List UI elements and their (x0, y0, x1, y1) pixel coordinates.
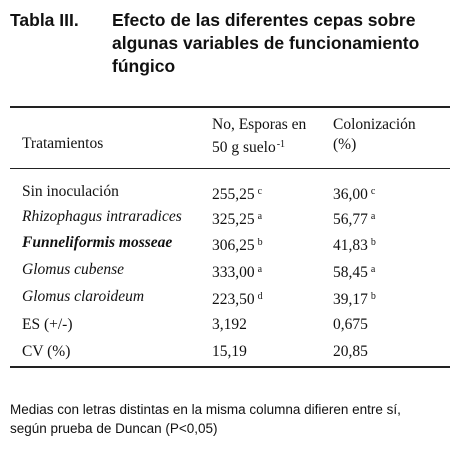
treatment: Glomus claroideum (22, 288, 145, 305)
bottom-rule (10, 366, 450, 368)
header-line: (%) (333, 136, 357, 153)
esporas-value: 306,25 (212, 237, 255, 254)
colonizacion-cell: 41,83 b (333, 233, 376, 256)
column-header: Colonización (%) (333, 115, 416, 155)
title-line: fúngico (112, 56, 176, 76)
esporas-cell: 3,192 (212, 315, 247, 335)
esporas-cell: 15,19 (212, 342, 247, 362)
title-line: Efecto de las diferentes cepas sobre (112, 10, 416, 30)
treatment: CV (%) (22, 343, 71, 360)
treatment: Sin inoculación (22, 183, 119, 200)
significance-letter: c (257, 186, 263, 197)
significance-letter: d (257, 291, 263, 302)
table-title: Efecto de las diferentes cepas sobre algu… (112, 9, 419, 78)
esporas-value: 15,19 (212, 343, 247, 360)
column-header: Tratamientos (22, 134, 103, 154)
colonizacion-value: 20,85 (333, 343, 368, 360)
header-line: Tratamientos (22, 135, 104, 152)
significance-letter: b (370, 291, 376, 302)
treatment: ES (+/-) (22, 316, 73, 333)
footnote-line: Medias con letras distintas en la misma … (10, 402, 401, 417)
table-label: Tabla III. (10, 10, 79, 30)
esporas-cell: 306,25 b (212, 233, 263, 256)
colonizacion-cell: 39,17 b (333, 287, 376, 310)
colonizacion-value: 41,83 (333, 237, 368, 254)
esporas-value: 255,25 (212, 186, 255, 203)
colonizacion-cell: 0,675 (333, 315, 368, 335)
esporas-cell: 223,50 d (212, 287, 263, 310)
header-line: Colonización (333, 116, 416, 133)
header-rule (10, 168, 450, 169)
colonizacion-value: 39,17 (333, 291, 368, 308)
significance-letter: b (257, 237, 263, 248)
colonizacion-cell: 56,77 a (333, 207, 375, 230)
top-rule (10, 106, 450, 108)
treatment: Rhizophagus intraradices (22, 208, 182, 225)
treatment: Glomus cubense (22, 261, 125, 278)
significance-letter: a (370, 211, 376, 222)
colonizacion-value: 58,45 (333, 264, 368, 281)
significance-letter: c (370, 186, 376, 197)
header-superscript: -1 (276, 139, 286, 150)
significance-letter: b (370, 237, 376, 248)
esporas-value: 223,50 (212, 291, 255, 308)
footnote: Medias con letras distintas en la misma … (10, 400, 401, 438)
colonizacion-value: 36,00 (333, 186, 368, 203)
title-line: algunas variables de funcionamiento (112, 33, 420, 53)
esporas-cell: 325,25 a (212, 207, 262, 230)
esporas-value: 325,25 (212, 211, 255, 228)
significance-letter: a (257, 211, 263, 222)
esporas-cell: 255,25 c (212, 182, 262, 205)
colonizacion-value: 56,77 (333, 211, 368, 228)
column-header: No, Esporas en 50 g suelo-1 (212, 115, 306, 158)
colonizacion-cell: 58,45 a (333, 260, 375, 283)
esporas-value: 3,192 (212, 316, 247, 333)
esporas-value: 333,00 (212, 264, 255, 281)
colonizacion-cell: 36,00 c (333, 182, 375, 205)
header-line: No, Esporas en (212, 116, 307, 133)
esporas-cell: 333,00 a (212, 260, 262, 283)
header-line: 50 g suelo-1 (212, 139, 286, 156)
significance-letter: a (370, 264, 376, 275)
footnote-line: según prueba de Duncan (P<0,05) (10, 421, 218, 436)
treatment: Funneliformis mosseae (22, 234, 173, 251)
colonizacion-cell: 20,85 (333, 342, 368, 362)
colonizacion-value: 0,675 (333, 316, 368, 333)
significance-letter: a (257, 264, 263, 275)
